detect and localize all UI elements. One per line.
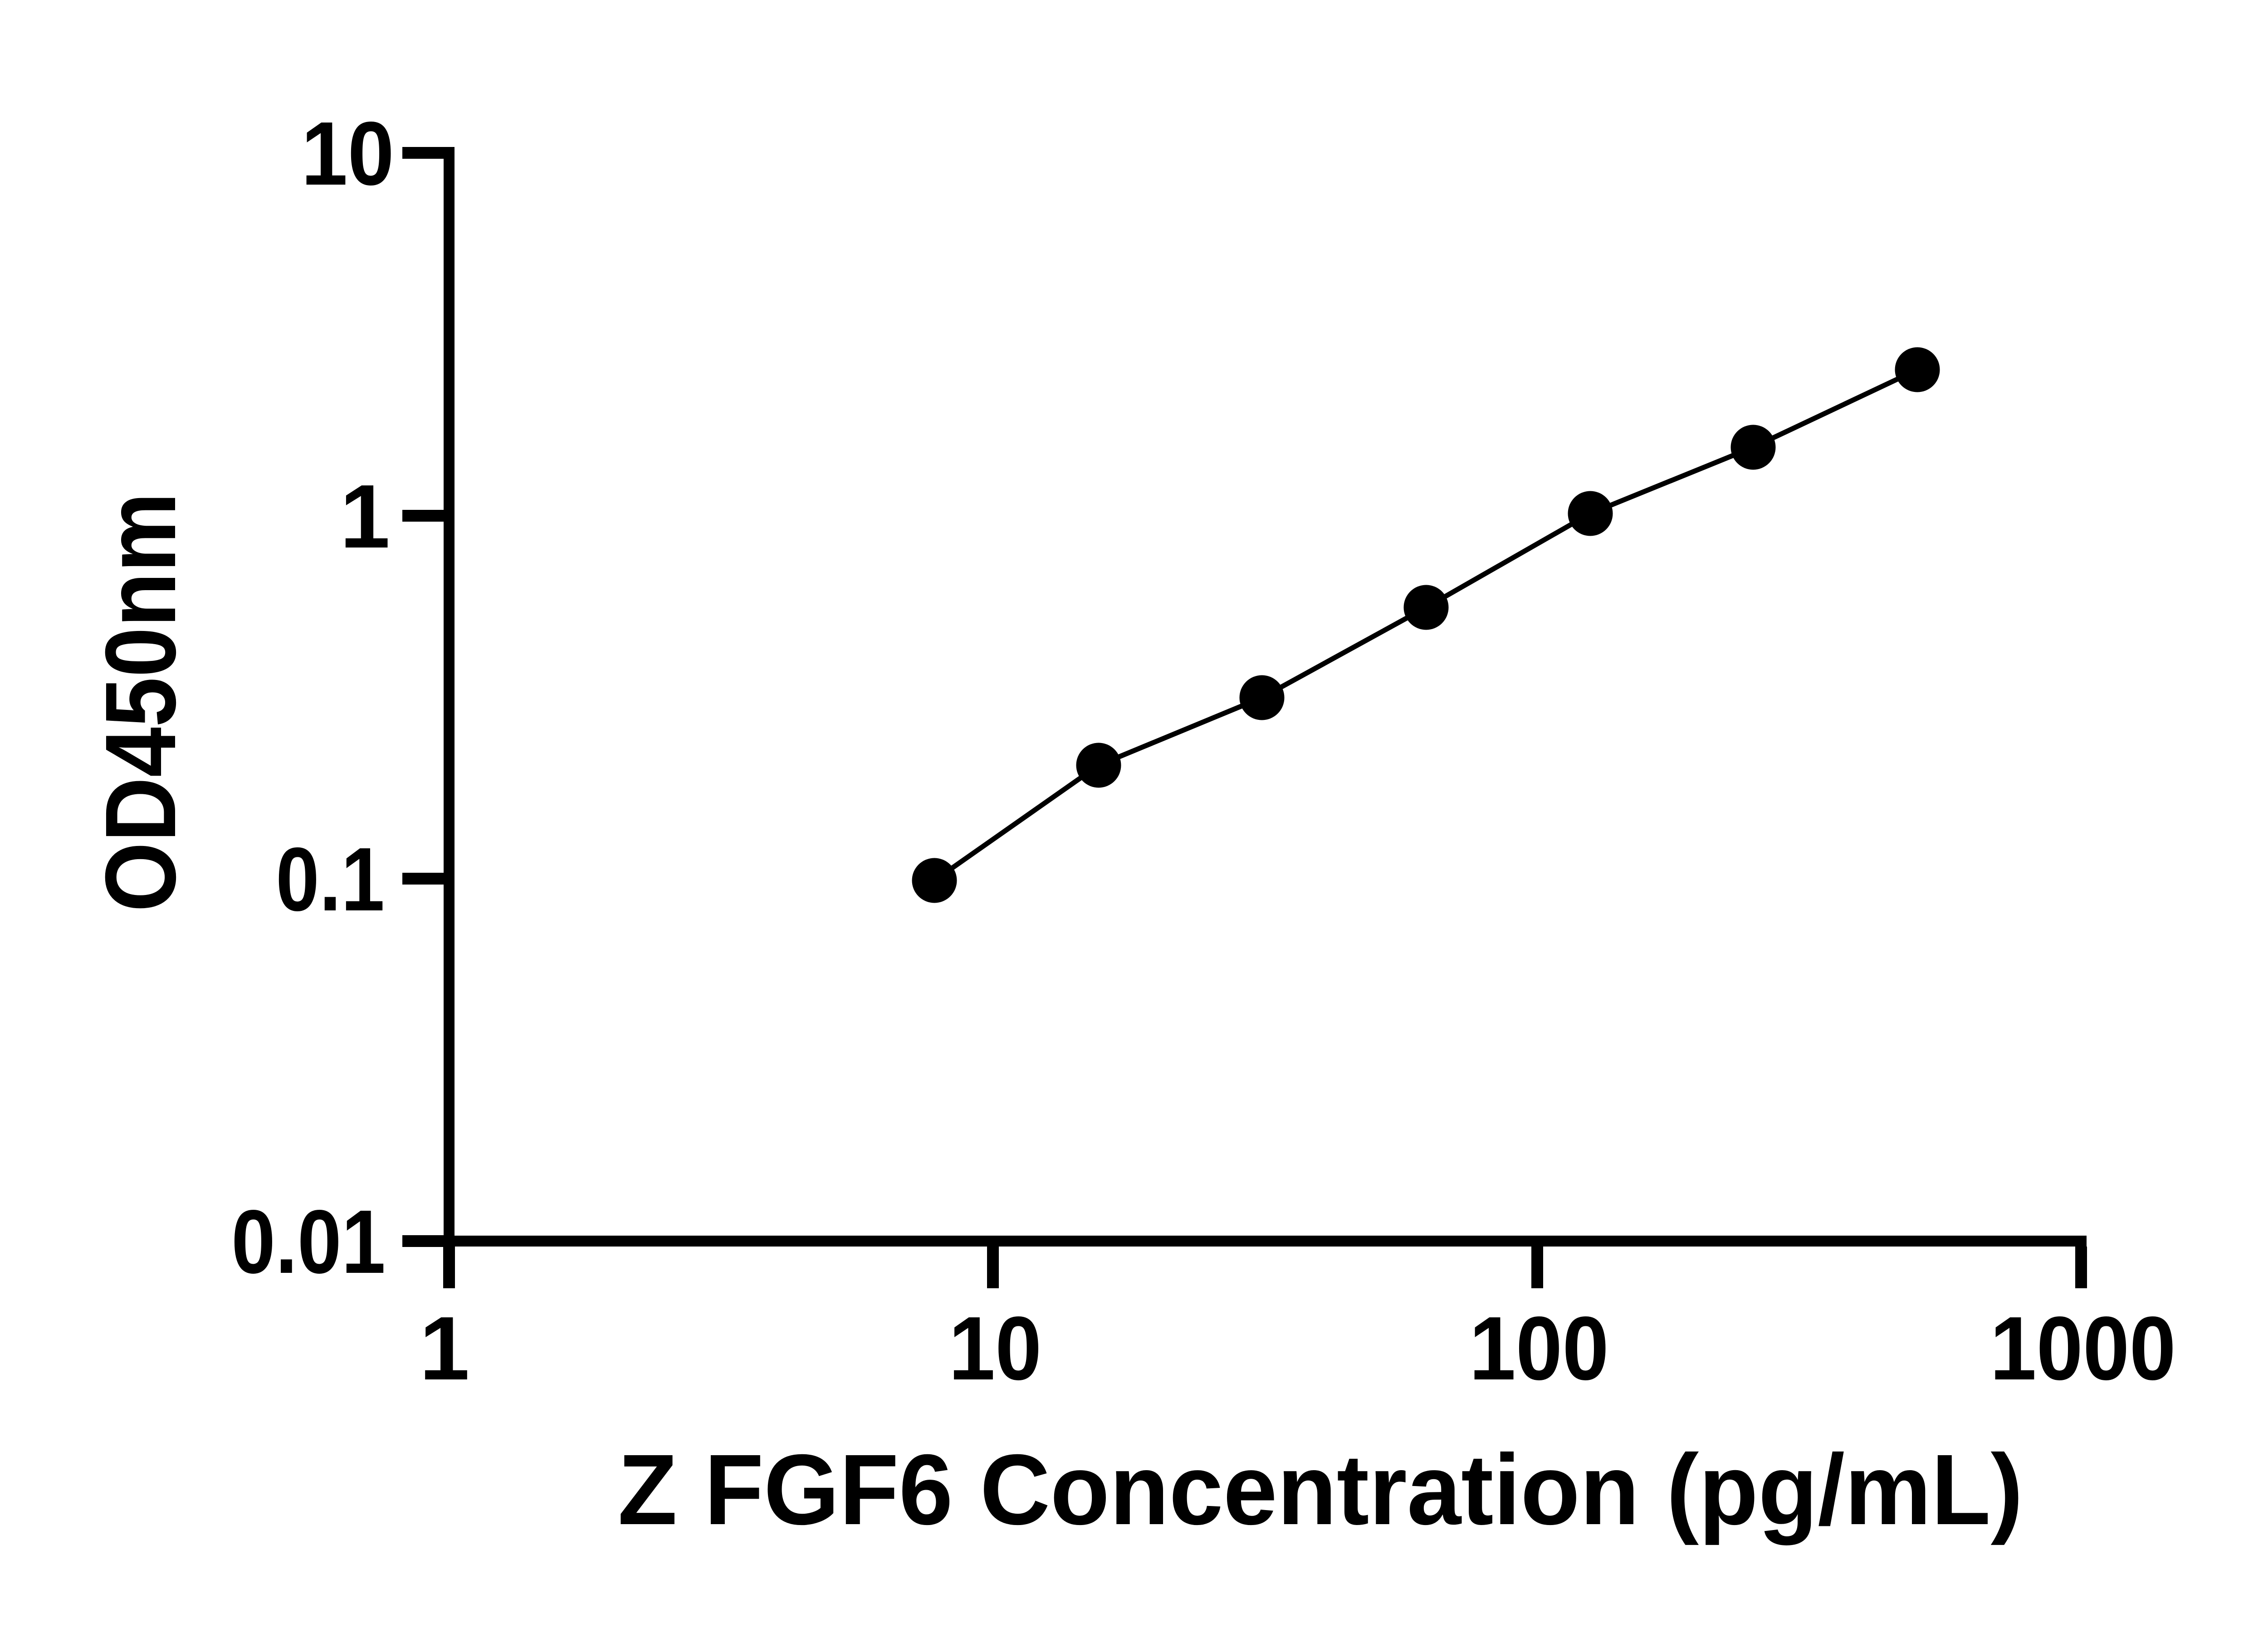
svg-text:100: 100 <box>1469 1298 1609 1399</box>
svg-text:0.1: 0.1 <box>276 829 385 930</box>
svg-text:10: 10 <box>949 1298 1042 1399</box>
svg-text:OD450nm: OD450nm <box>84 493 196 912</box>
svg-text:0.01: 0.01 <box>231 1192 386 1292</box>
svg-text:1000: 1000 <box>1990 1298 2176 1399</box>
svg-text:1: 1 <box>420 1298 470 1399</box>
svg-text:1: 1 <box>340 466 390 567</box>
svg-text:Z FGF6 Concentration (pg/mL): Z FGF6 Concentration (pg/mL) <box>618 1433 2023 1545</box>
svg-text:10: 10 <box>301 103 394 204</box>
